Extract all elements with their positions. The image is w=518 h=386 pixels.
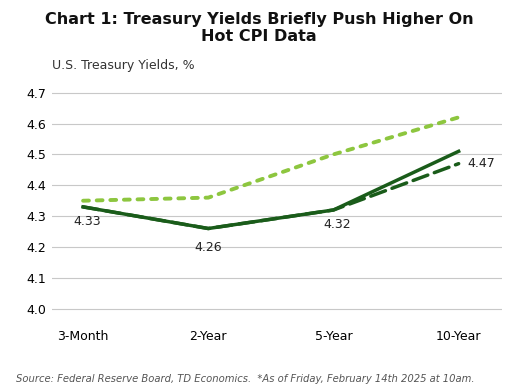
Text: 4.47: 4.47	[467, 157, 495, 170]
Text: 4.26: 4.26	[194, 241, 222, 254]
Text: Source: Federal Reserve Board, TD Economics.  *As of Friday, February 14th 2025 : Source: Federal Reserve Board, TD Econom…	[16, 374, 474, 384]
Text: 4.32: 4.32	[323, 218, 351, 231]
Text: 4.33: 4.33	[73, 215, 100, 228]
Text: Chart 1: Treasury Yields Briefly Push Higher On
Hot CPI Data: Chart 1: Treasury Yields Briefly Push Hi…	[45, 12, 473, 44]
Text: U.S. Treasury Yields, %: U.S. Treasury Yields, %	[52, 59, 194, 72]
